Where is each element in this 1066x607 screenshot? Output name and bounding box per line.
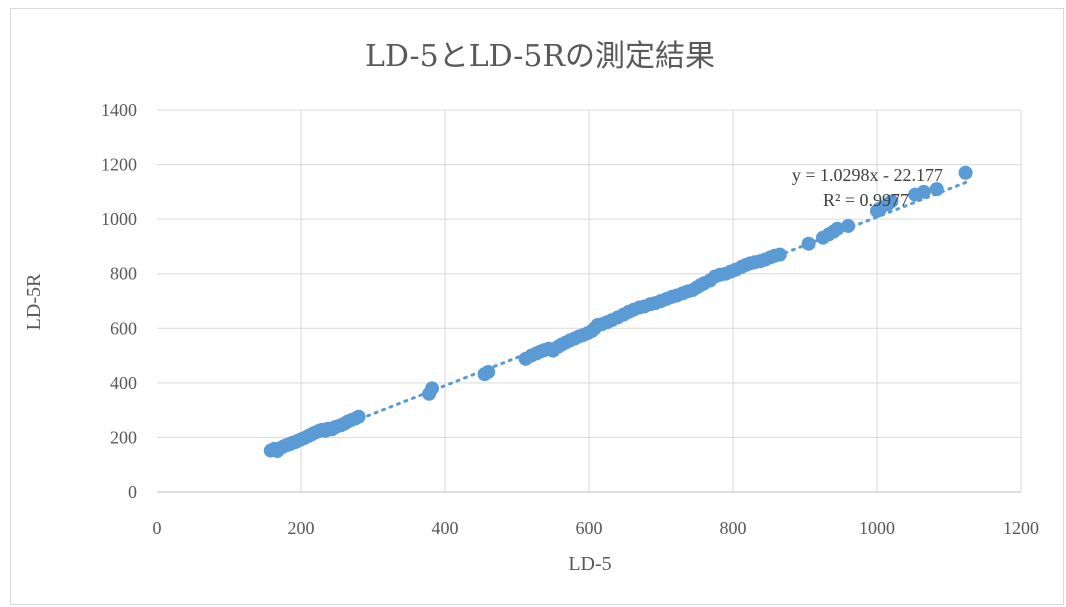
x-tick-label: 800 (720, 518, 747, 538)
y-tick-label: 1200 (101, 155, 137, 175)
data-point (772, 247, 787, 262)
x-tick-label: 200 (288, 518, 315, 538)
data-point (916, 184, 931, 199)
x-tick-label: 400 (432, 518, 459, 538)
data-point (425, 381, 440, 396)
x-tick-label: 600 (576, 518, 603, 538)
tick-labels: 0 200 400 600 800 1000 1200 0 200 400 600 800 1000 12… (101, 100, 1039, 538)
chart-title: LD-5とLD-5Rの測定結果 (365, 39, 715, 74)
y-tick-label: 800 (110, 264, 137, 284)
data-point (801, 236, 816, 251)
x-tick-label: 1200 (1003, 518, 1039, 538)
trendline-r-squared: R² = 0.9977 (823, 190, 909, 210)
data-point (841, 218, 856, 233)
x-tick-label: 1000 (859, 518, 895, 538)
x-tick-label: 0 (153, 518, 162, 538)
chart-frame (10, 8, 1064, 605)
y-tick-label: 1400 (101, 100, 137, 120)
y-axis-title: LD-5R (23, 273, 45, 330)
trendline-equation: y = 1.0298x - 22.177 (792, 165, 943, 185)
x-axis-title: LD-5 (568, 553, 611, 575)
data-point (481, 364, 496, 379)
data-point (958, 165, 973, 180)
data-point (351, 409, 366, 424)
y-tick-label: 400 (110, 373, 137, 393)
data-point (929, 182, 944, 197)
y-tick-label: 600 (110, 318, 137, 338)
data-point (830, 221, 845, 236)
y-tick-label: 200 (110, 427, 137, 447)
data-points (263, 165, 973, 459)
data-point (884, 194, 899, 209)
y-tick-label: 1000 (101, 209, 137, 229)
y-tick-label: 0 (128, 482, 137, 502)
